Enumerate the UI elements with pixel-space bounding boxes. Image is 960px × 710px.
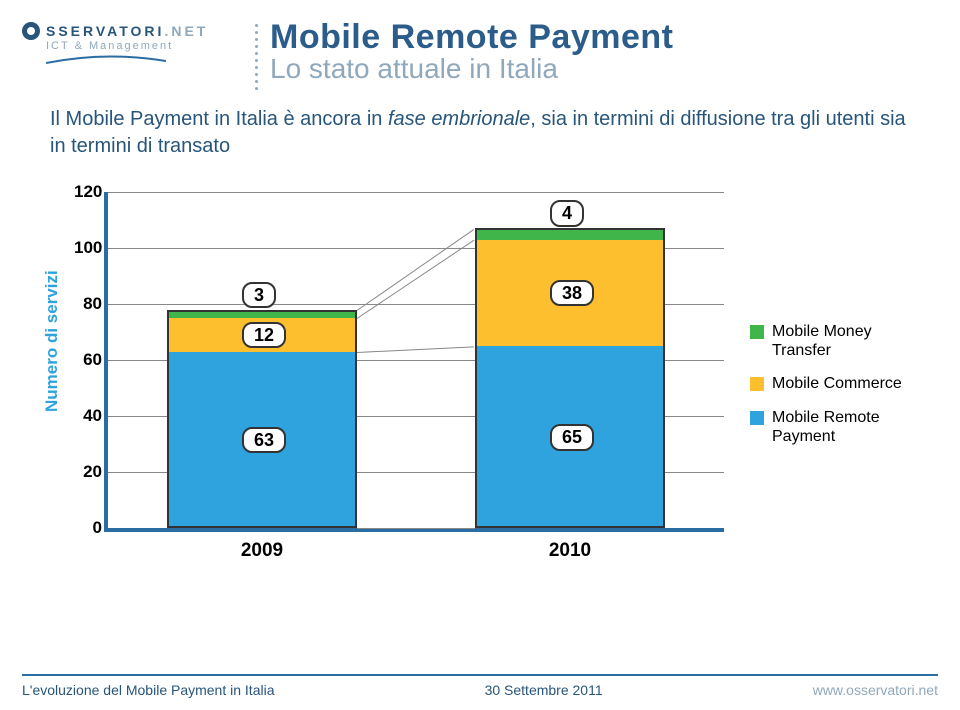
value-label-mrp: 65 (550, 424, 594, 451)
ytick-label: 60 (74, 350, 102, 370)
ytick-label: 40 (74, 406, 102, 426)
slide-root: SSERVATORI.NET ICT & Management Mobile R… (0, 0, 960, 710)
intro-p1: Il Mobile Payment in Italia è ancora in (50, 108, 388, 130)
footer-center: 30 Settembre 2011 (485, 682, 603, 698)
chart: Numero di servizi 020406080100120 631236… (50, 182, 910, 612)
ytick-label: 80 (74, 294, 102, 314)
chart-legend: Mobile Money Transfer Mobile Commerce Mo… (750, 322, 910, 460)
chart-plot-area: 63 12 3 65 38 4 (108, 192, 724, 528)
title-sub: Lo stato attuale in Italia (270, 53, 673, 85)
footer-line (22, 674, 938, 676)
logo-swoosh-icon (46, 55, 166, 65)
divider-dots (242, 18, 270, 90)
xtick-label: 2010 (540, 540, 600, 562)
value-label-mrp: 63 (242, 427, 286, 454)
legend-swatch-mc (750, 377, 764, 391)
logo-text-b: .NET (164, 23, 208, 39)
logo-text-a: SSERVATORI (46, 23, 164, 39)
legend-item-mrp: Mobile Remote Payment (750, 408, 910, 446)
slide-header: SSERVATORI.NET ICT & Management Mobile R… (0, 0, 960, 100)
slide-footer: L'evoluzione del Mobile Payment in Itali… (0, 674, 960, 698)
legend-label-mc: Mobile Commerce (772, 374, 902, 393)
legend-item-mc: Mobile Commerce (750, 374, 910, 393)
xtick-label: 2009 (232, 540, 292, 562)
logo-line2: ICT & Management (46, 40, 242, 52)
ytick-label: 100 (74, 238, 102, 258)
legend-swatch-mmt (750, 325, 764, 339)
ytick-label: 0 (74, 518, 102, 538)
bar-seg-mmt (167, 310, 358, 318)
ytick-label: 20 (74, 462, 102, 482)
value-label-mmt: 4 (550, 200, 584, 227)
title-block: Mobile Remote Payment Lo stato attuale i… (270, 18, 673, 85)
logo-line1: SSERVATORI.NET (46, 23, 208, 39)
value-label-mc: 12 (242, 322, 286, 349)
chart-ylabel: Numero di servizi (42, 270, 62, 412)
bar-group (475, 228, 666, 528)
legend-label-mmt: Mobile Money Transfer (772, 322, 910, 360)
logo: SSERVATORI.NET ICT & Management (22, 18, 242, 70)
intro-text: Il Mobile Payment in Italia è ancora in … (0, 100, 960, 160)
ytick-label: 120 (74, 182, 102, 202)
intro-emph: fase embrionale (388, 108, 530, 130)
logo-icon (22, 22, 40, 40)
legend-label-mrp: Mobile Remote Payment (772, 408, 910, 446)
footer-left: L'evoluzione del Mobile Payment in Itali… (22, 682, 275, 698)
bar-seg-mmt (475, 228, 666, 239)
title-main: Mobile Remote Payment (270, 18, 673, 57)
connector-line (357, 528, 474, 529)
value-label-mc: 38 (550, 280, 594, 307)
legend-swatch-mrp (750, 411, 764, 425)
value-label-mmt: 3 (242, 282, 276, 309)
legend-item-mmt: Mobile Money Transfer (750, 322, 910, 360)
footer-right: www.osservatori.net (813, 682, 938, 698)
